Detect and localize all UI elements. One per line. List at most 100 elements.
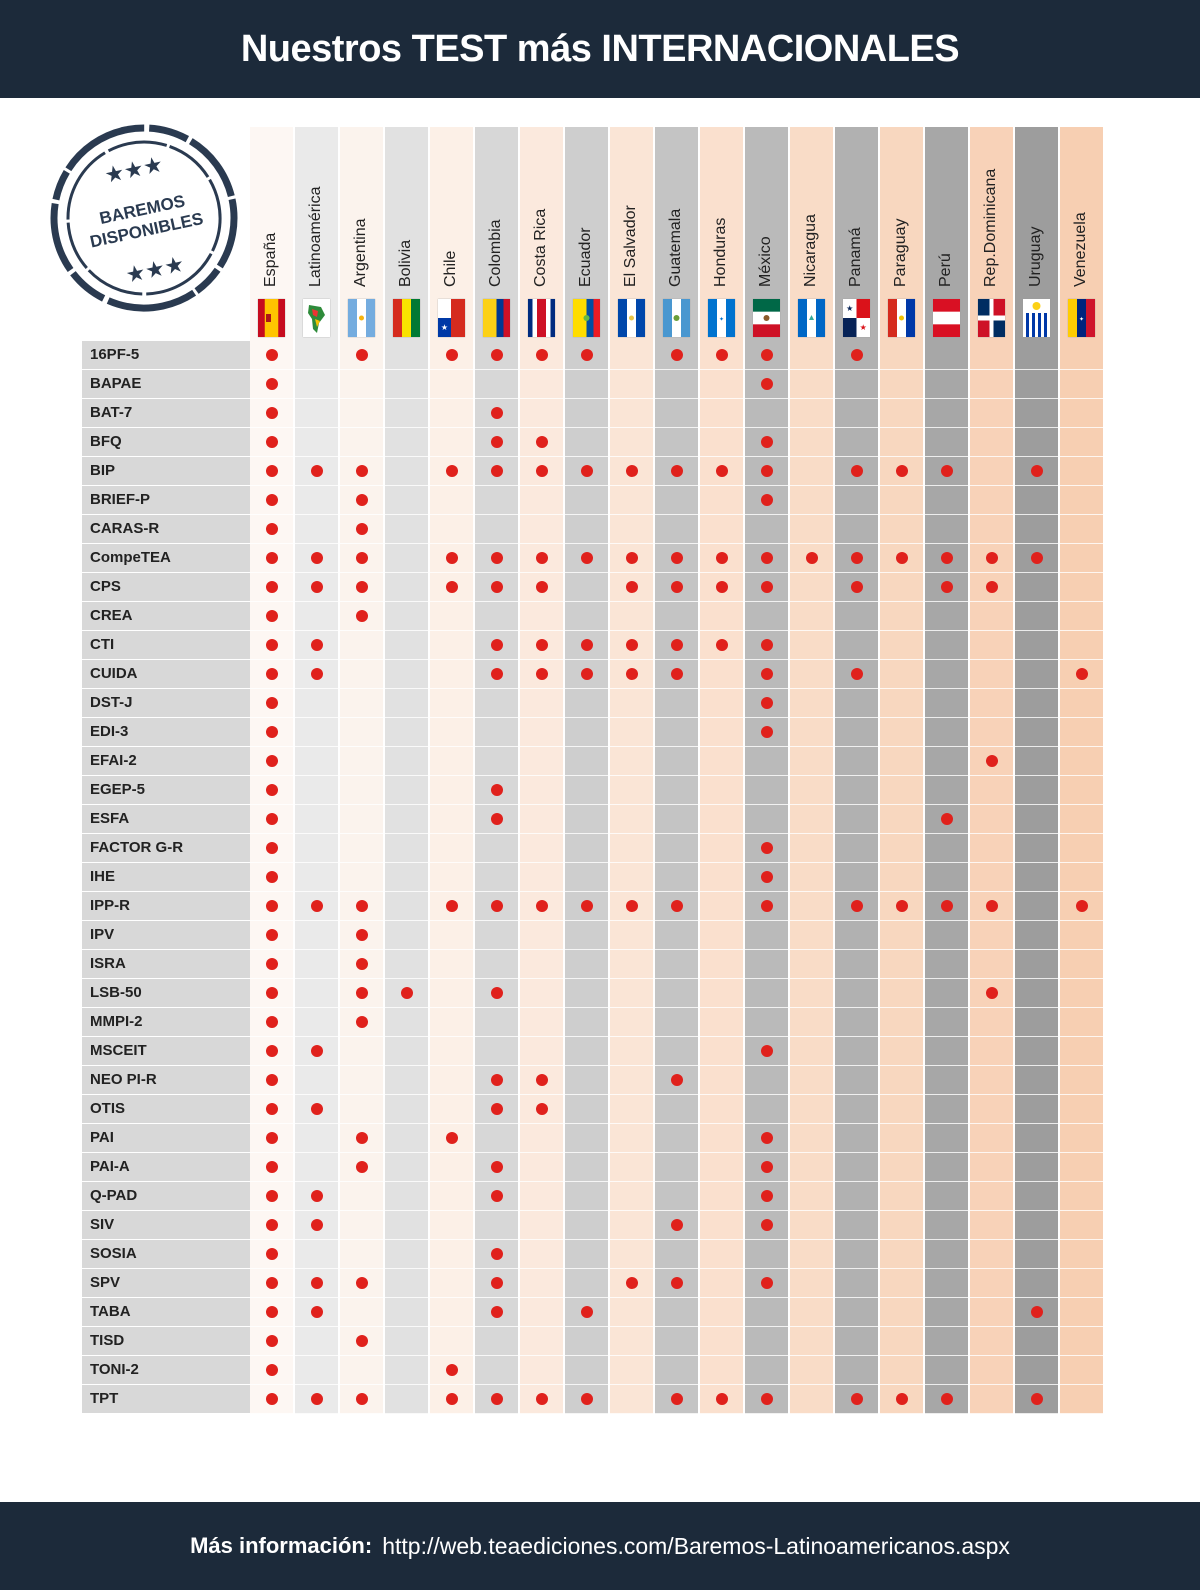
availability-dot [490,349,503,361]
test-name-label: PAI [82,1124,250,1152]
country-column [790,127,833,1414]
availability-dot [265,668,278,680]
availability-dot [535,1393,548,1405]
country-column [1015,127,1058,1414]
svg-text:★: ★ [860,323,867,332]
country-column [385,127,428,1414]
availability-dot [265,1393,278,1405]
availability-dot [985,900,998,912]
country-header: Bolivia [397,239,414,287]
test-name-label: FACTOR G-R [82,834,250,862]
row-separator [250,688,1105,689]
row-separator [250,601,1105,602]
country-header: Ecuador [577,227,594,287]
country-column [835,127,878,1414]
availability-dot [670,1277,683,1289]
tests-grid: España Latinoamérica Argentina Bolivia Chile… [82,127,1105,1414]
availability-dot [490,1161,503,1173]
availability-dot [535,436,548,448]
availability-dot [490,1306,503,1318]
row-separator [250,978,1105,979]
availability-dot [580,668,593,680]
availability-dot [625,581,638,593]
availability-dot [310,639,323,651]
availability-dot [580,1393,593,1405]
availability-dot [670,552,683,564]
availability-dot [265,1074,278,1086]
availability-dot [715,552,728,564]
availability-dot [355,958,368,970]
availability-dot [265,465,278,477]
availability-dot [625,639,638,651]
country-header: Rep.Dominicana [982,168,999,287]
availability-dot [760,436,773,448]
availability-dot [535,349,548,361]
row-separator [250,630,1105,631]
availability-dot [265,929,278,941]
availability-dot [265,581,278,593]
availability-dot [535,465,548,477]
row-separator [250,1181,1105,1182]
availability-dot [985,987,998,999]
availability-dot [265,523,278,535]
availability-dot [760,552,773,564]
availability-dot [310,581,323,593]
svg-text:✦: ✦ [719,316,724,323]
country-column [610,127,653,1414]
row-separator [250,398,1105,399]
row-separator [250,659,1105,660]
test-name-label: NEO PI-R [82,1066,250,1094]
availability-dot [490,581,503,593]
peru-flag-icon [933,299,960,337]
availability-dot [265,1248,278,1260]
venezuela-flag-icon: ✦ [1068,299,1095,337]
test-name-label: EDI-3 [82,718,250,746]
test-name-label: MSCEIT [82,1037,250,1065]
costa-rica-flag-icon [528,299,555,337]
availability-dot [490,1103,503,1115]
availability-dot [490,436,503,448]
country-header: Perú [937,253,954,287]
test-name-label: IPP-R [82,892,250,920]
test-name-label: TPT [82,1385,250,1413]
availability-dot [670,349,683,361]
availability-dot [1030,1393,1043,1405]
test-name-label: TABA [82,1298,250,1326]
availability-dot [265,436,278,448]
availability-dot [265,1161,278,1173]
availability-dot [265,407,278,419]
availability-dot [310,1103,323,1115]
availability-dot [670,1393,683,1405]
availability-dot [850,900,863,912]
availability-dot [490,813,503,825]
country-header: Venezuela [1072,212,1089,287]
availability-dot [490,1393,503,1405]
country-header: Chile [442,250,459,287]
availability-dot [1030,1306,1043,1318]
footer-url-link[interactable]: http://web.teaediciones.com/Baremos-Lati… [382,1532,1010,1559]
availability-dot [715,1393,728,1405]
availability-dot [670,668,683,680]
availability-dot [265,1045,278,1057]
uruguay-flag-icon [1023,299,1050,337]
availability-dot [760,1045,773,1057]
test-name-label: 16PF-5 [82,341,250,369]
country-header: Guatemala [667,208,684,287]
availability-dot [850,581,863,593]
row-separator [250,1094,1105,1095]
row-separator [250,920,1105,921]
availability-dot [895,465,908,477]
availability-dot [760,1219,773,1231]
test-name-label: IHE [82,863,250,891]
colombia-flag-icon [483,299,510,337]
availability-dot [670,465,683,477]
footer-bar: Más información: http://web.teaediciones… [0,1502,1200,1590]
availability-dot [445,465,458,477]
row-separator [250,775,1105,776]
baremos-stamp-icon: ★★★ BAREMOS DISPONIBLES ★★★ [50,124,238,312]
test-name-label: SPV [82,1269,250,1297]
latin-america-map-icon [303,299,330,337]
availability-dot [310,552,323,564]
availability-dot [760,1132,773,1144]
availability-dot [895,1393,908,1405]
